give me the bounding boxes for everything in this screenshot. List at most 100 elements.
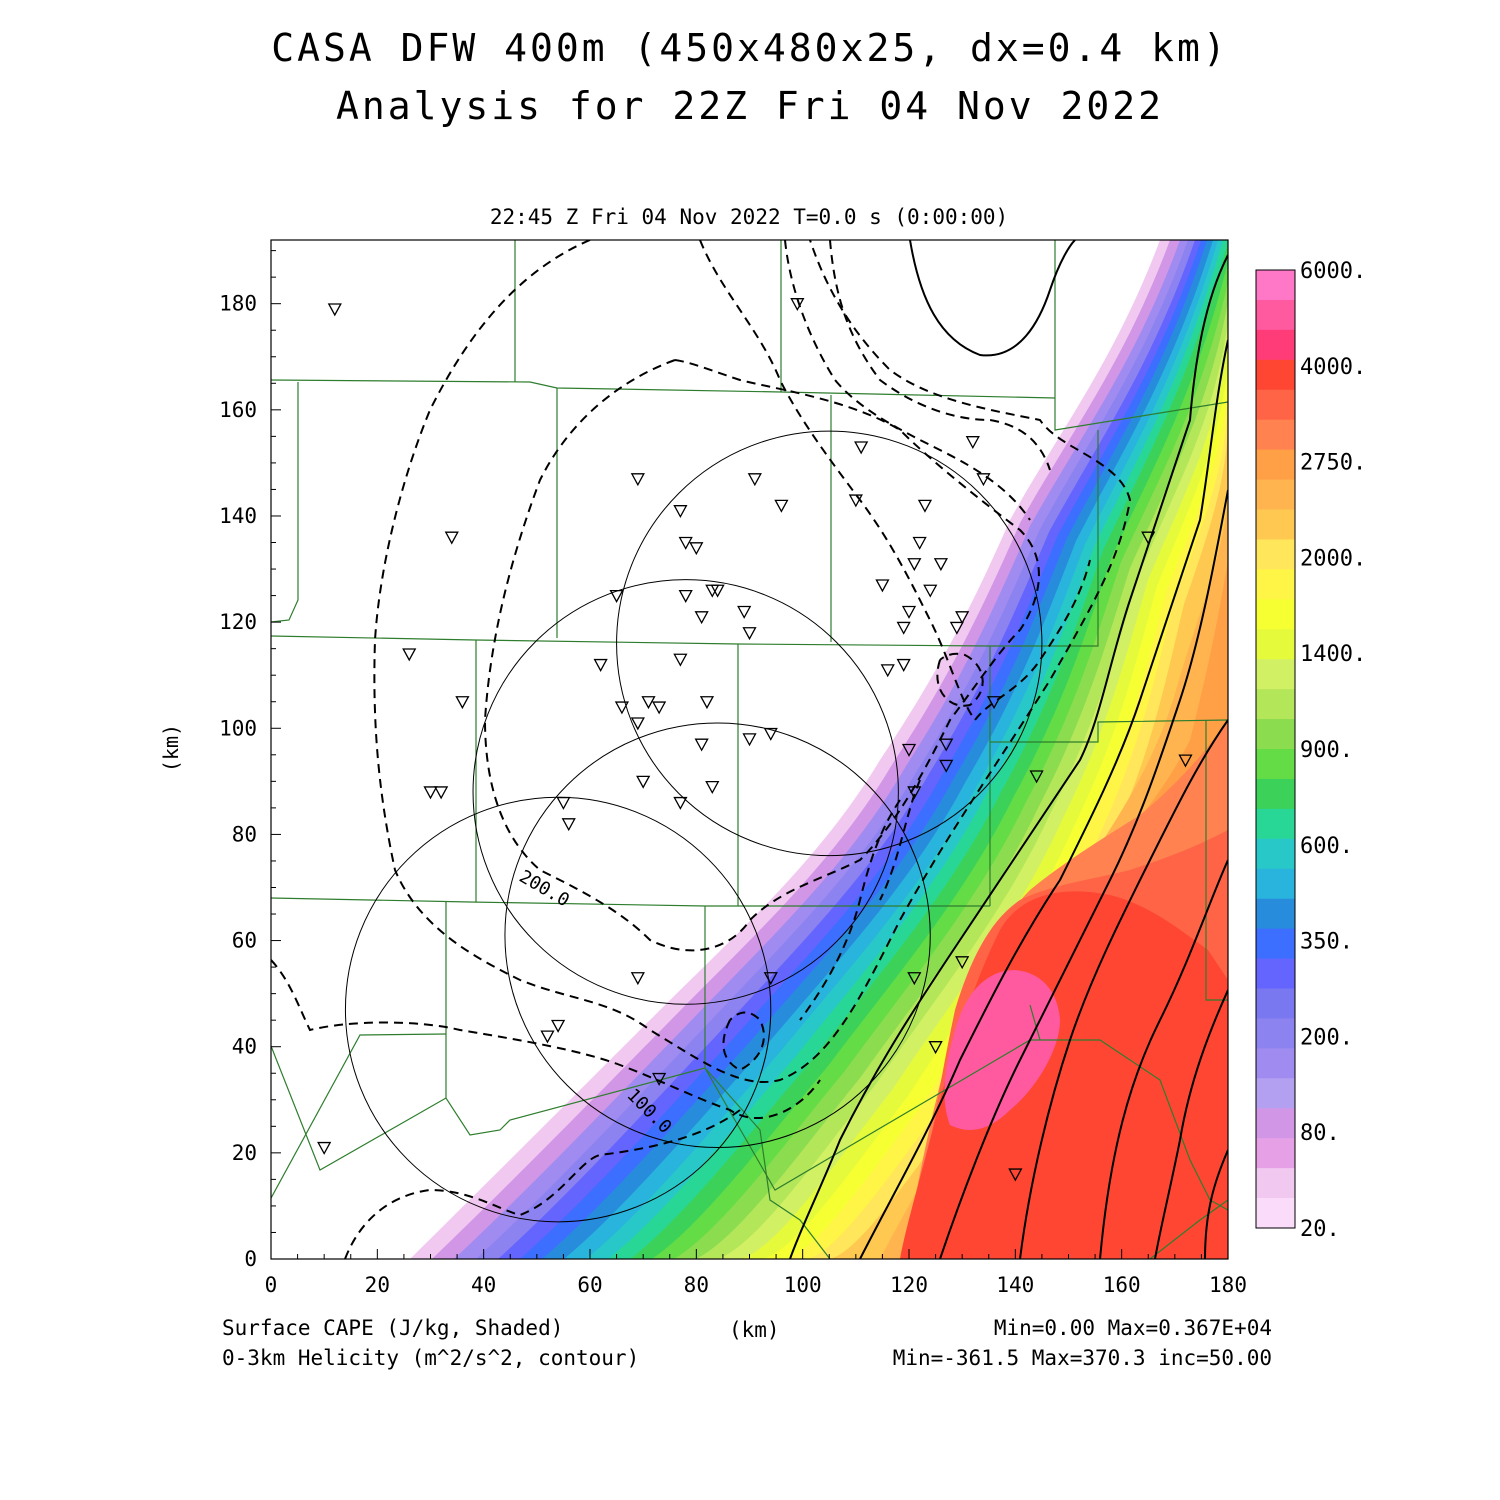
station-marker [694,738,709,752]
station-marker [880,664,895,678]
station-marker [955,956,970,970]
station-marker [763,727,778,741]
station-marker [630,473,645,487]
station-marker [955,611,970,625]
station-marker [551,1019,566,1033]
colorbar-label: 900. [1300,738,1353,763]
colorbar-swatch [1256,749,1295,780]
station-marker [423,786,438,800]
station-marker [593,658,608,672]
colorbar-swatch [1256,539,1295,570]
colorbar-swatch [1256,898,1295,930]
station-marker [896,658,911,672]
colorbar-swatch [1256,329,1295,361]
colorbar-label: 2000. [1300,546,1366,571]
colorbar-swatch [1256,778,1295,810]
station-marker [901,605,917,619]
x-tick-label: 100 [784,1273,822,1297]
colorbar-labels: 6000. 4000. 2750. 2000. 1400. 900. 600. 350. 200… [1300,259,1366,1242]
station-marker [896,621,911,635]
station-marker [561,818,576,832]
station-marker [907,972,922,986]
x-axis-label: (km) [729,1318,780,1342]
radar-ring [616,430,1043,857]
colorbar-swatch [1256,419,1295,451]
station-marker [917,499,933,513]
station-marker [699,696,715,710]
colorbar-swatch [1256,808,1295,840]
y-tick-label: 0 [244,1247,257,1271]
colorbar-swatch [1256,1018,1295,1049]
x-tick-label: 120 [890,1273,928,1297]
station-marker [774,499,789,513]
station-marker [434,786,449,800]
station-marker [652,1072,667,1086]
station-marker [317,1141,332,1155]
field-label-helicity: 0-3km Helicity (m^2/s^2, contour) [222,1346,640,1370]
station-marker [1029,770,1044,784]
colorbar-swatch [1256,299,1295,331]
colorbar-swatch [1256,359,1295,391]
colorbar-label: 80. [1300,1121,1340,1146]
helicity-contours-dashed [271,240,1132,1259]
y-tick-label: 140 [219,504,257,528]
station-marker [742,627,757,641]
station-marker [737,605,752,619]
colorbar-swatch [1256,719,1295,750]
station-marker [933,558,948,572]
y-tick-label: 20 [232,1141,257,1165]
station-marker [939,738,954,752]
colorbar-swatch [1256,449,1295,481]
station-marker [939,759,954,773]
y-tick-label: 60 [232,929,257,953]
cape-shading [410,240,1228,1259]
colorbar-swatch [1256,509,1295,541]
station-marker [556,796,571,810]
colorbar-swatch [1256,1138,1295,1169]
radar-ring [504,722,931,1149]
colorbar-swatch [1256,270,1295,301]
colorbar-swatch [1256,1198,1295,1229]
station-marker [673,796,688,810]
station-markers [317,298,1193,1182]
chart-title: CASA DFW 400m (450x480x25, dx=0.4 km) [271,26,1229,70]
colorbar-swatch [1256,689,1295,720]
station-marker [636,775,651,789]
valid-time-line: 22:45 Z Fri 04 Nov 2022 T=0.0 s (0:00:00… [489,205,1009,229]
y-tick-label: 40 [232,1035,257,1059]
colorbar-swatch [1256,1168,1295,1199]
x-tick-label: 80 [684,1273,709,1297]
colorbar [1255,269,1296,1229]
station-marker [609,589,624,603]
colorbar-swatch [1256,389,1295,421]
station-marker [854,441,869,455]
colorbar-swatch [1256,988,1295,1020]
station-marker [875,579,890,593]
colorbar-label: 4000. [1300,355,1366,380]
colorbar-label: 200. [1300,1025,1353,1050]
station-marker [1141,531,1156,545]
colorbar-swatch [1256,659,1295,690]
x-tick-label: 60 [577,1273,602,1297]
y-tick-label: 80 [232,822,257,846]
station-marker [1178,754,1193,768]
station-marker [673,653,688,667]
colorbar-label: 20. [1300,1217,1340,1242]
station-marker [678,536,693,550]
county-borders [271,240,1228,1259]
colorbar-frame [1255,269,1296,1229]
station-marker [949,621,964,635]
colorbar-swatch [1256,928,1295,960]
x-tick-label: 0 [265,1273,278,1297]
colorbar-label: 1400. [1300,642,1366,667]
y-axis: 0 20 40 60 80 100 120 140 160 180 [219,250,281,1271]
cape-stats: Min=0.00 Max=0.367E+04 [993,1316,1272,1340]
colorbar-swatch [1256,479,1295,511]
colorbar-label: 600. [1300,834,1353,859]
station-marker [901,743,917,757]
station-marker [848,494,863,508]
x-tick-label: 40 [471,1273,496,1297]
station-marker [763,972,778,986]
colorbar-swatch [1256,838,1295,870]
